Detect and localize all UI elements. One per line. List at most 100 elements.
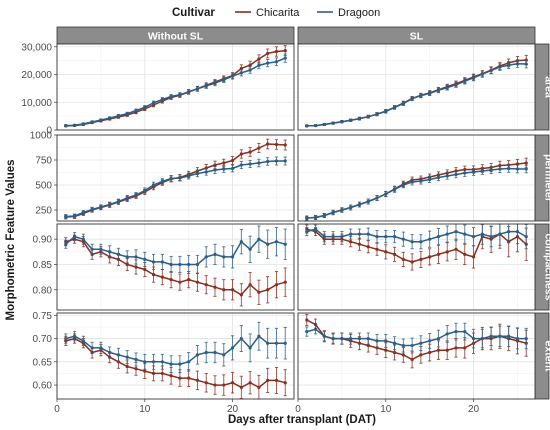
data-point-dragoon — [401, 183, 405, 187]
data-point-dragoon — [108, 350, 112, 355]
data-point-dragoon — [498, 65, 502, 69]
panel-extent-sl: 0 10 20 — [295, 312, 536, 415]
data-point-dragoon — [480, 72, 484, 76]
data-point-chicarita — [410, 260, 414, 264]
data-point-dragoon — [99, 118, 103, 122]
data-point-chicarita — [274, 142, 279, 147]
data-point-chicarita — [463, 346, 467, 350]
panel-border — [297, 312, 536, 400]
data-point-dragoon — [213, 350, 217, 355]
data-point-dragoon — [178, 362, 182, 366]
data-point-dragoon — [143, 360, 147, 364]
data-point-dragoon — [143, 257, 147, 262]
data-point-dragoon — [108, 116, 112, 120]
data-point-dragoon — [305, 216, 309, 220]
legend-label-chicarita: Chicarita — [256, 7, 300, 19]
data-point-dragoon — [507, 229, 511, 234]
data-point-dragoon — [239, 240, 243, 244]
data-point-dragoon — [445, 232, 449, 236]
data-point-chicarita — [195, 280, 200, 284]
data-point-chicarita — [204, 283, 208, 287]
data-point-dragoon — [213, 81, 217, 85]
data-point-dragoon — [187, 360, 191, 364]
data-point-chicarita — [125, 262, 129, 267]
data-point-dragoon — [257, 63, 261, 67]
column-strip-label-sl: SL — [410, 31, 424, 43]
data-point-chicarita — [213, 163, 217, 167]
x-tick-label: 20 — [227, 404, 239, 415]
row-strip-label-compactness: compactness — [543, 233, 550, 300]
data-point-dragoon — [445, 332, 449, 336]
data-point-chicarita — [401, 257, 405, 262]
data-point-chicarita — [257, 385, 261, 389]
data-point-chicarita — [213, 285, 217, 289]
data-point-dragoon — [239, 71, 243, 75]
data-point-chicarita — [436, 348, 441, 352]
data-point-chicarita — [266, 378, 270, 383]
data-point-dragoon — [392, 341, 397, 345]
data-point-dragoon — [116, 252, 121, 256]
data-point-dragoon — [454, 229, 458, 234]
data-point-dragoon — [349, 232, 353, 236]
data-point-chicarita — [384, 348, 388, 352]
data-point-chicarita — [274, 378, 279, 383]
data-point-dragoon — [160, 97, 164, 102]
data-point-dragoon — [331, 235, 335, 239]
panel-border — [56, 312, 295, 400]
data-point-chicarita — [274, 49, 279, 54]
data-point-dragoon — [116, 114, 121, 118]
data-point-dragoon — [480, 336, 484, 341]
data-point-dragoon — [349, 336, 353, 341]
data-point-dragoon — [195, 353, 200, 357]
panel-background — [57, 44, 294, 130]
data-point-dragoon — [498, 167, 502, 171]
data-point-dragoon — [64, 242, 68, 246]
data-point-chicarita — [143, 369, 147, 373]
panel-border — [56, 134, 295, 222]
data-point-dragoon — [507, 334, 511, 338]
data-point-dragoon — [222, 78, 226, 82]
data-point-dragoon — [204, 255, 208, 259]
data-point-dragoon — [331, 121, 335, 125]
data-point-dragoon — [471, 170, 476, 174]
x-tick-label: 0 — [54, 404, 60, 415]
x-tick-label: 0 — [295, 404, 301, 415]
data-point-dragoon — [99, 205, 103, 209]
data-point-dragoon — [322, 235, 326, 239]
data-point-chicarita — [366, 343, 370, 348]
data-point-dragoon — [471, 76, 476, 80]
data-point-dragoon — [498, 334, 502, 338]
data-point-dragoon — [195, 171, 200, 176]
y-tick-label-area: 10,000 — [21, 98, 52, 109]
data-point-chicarita — [169, 374, 173, 378]
data-point-dragoon — [125, 255, 129, 259]
row-strip-label-perimeter: perimeter — [543, 154, 550, 202]
data-point-dragoon — [169, 362, 173, 366]
data-point-dragoon — [436, 336, 441, 341]
data-point-dragoon — [357, 232, 362, 236]
data-point-dragoon — [266, 341, 270, 345]
data-point-chicarita — [349, 240, 353, 244]
panel-perimeter-sl — [297, 134, 536, 222]
data-point-dragoon — [274, 240, 279, 244]
data-point-chicarita — [392, 350, 397, 355]
panel-compactness-without-sl — [56, 223, 295, 311]
data-point-chicarita — [222, 288, 226, 292]
data-point-dragoon — [274, 159, 279, 163]
data-point-chicarita — [454, 346, 458, 350]
data-point-dragoon — [489, 334, 493, 338]
data-point-dragoon — [143, 105, 147, 109]
data-point-dragoon — [222, 167, 226, 171]
data-point-chicarita — [178, 376, 182, 380]
data-point-dragoon — [515, 229, 520, 234]
series-chicarita — [305, 223, 528, 271]
data-point-dragoon — [428, 237, 432, 241]
y-tick-label-perimeter: 500 — [35, 181, 52, 192]
data-point-dragoon — [401, 237, 405, 241]
panel-area-without-sl — [56, 43, 295, 131]
data-point-dragoon — [178, 262, 182, 267]
data-point-dragoon — [313, 215, 318, 220]
data-point-dragoon — [480, 169, 484, 173]
data-point-dragoon — [357, 202, 362, 207]
data-point-dragoon — [266, 242, 270, 246]
